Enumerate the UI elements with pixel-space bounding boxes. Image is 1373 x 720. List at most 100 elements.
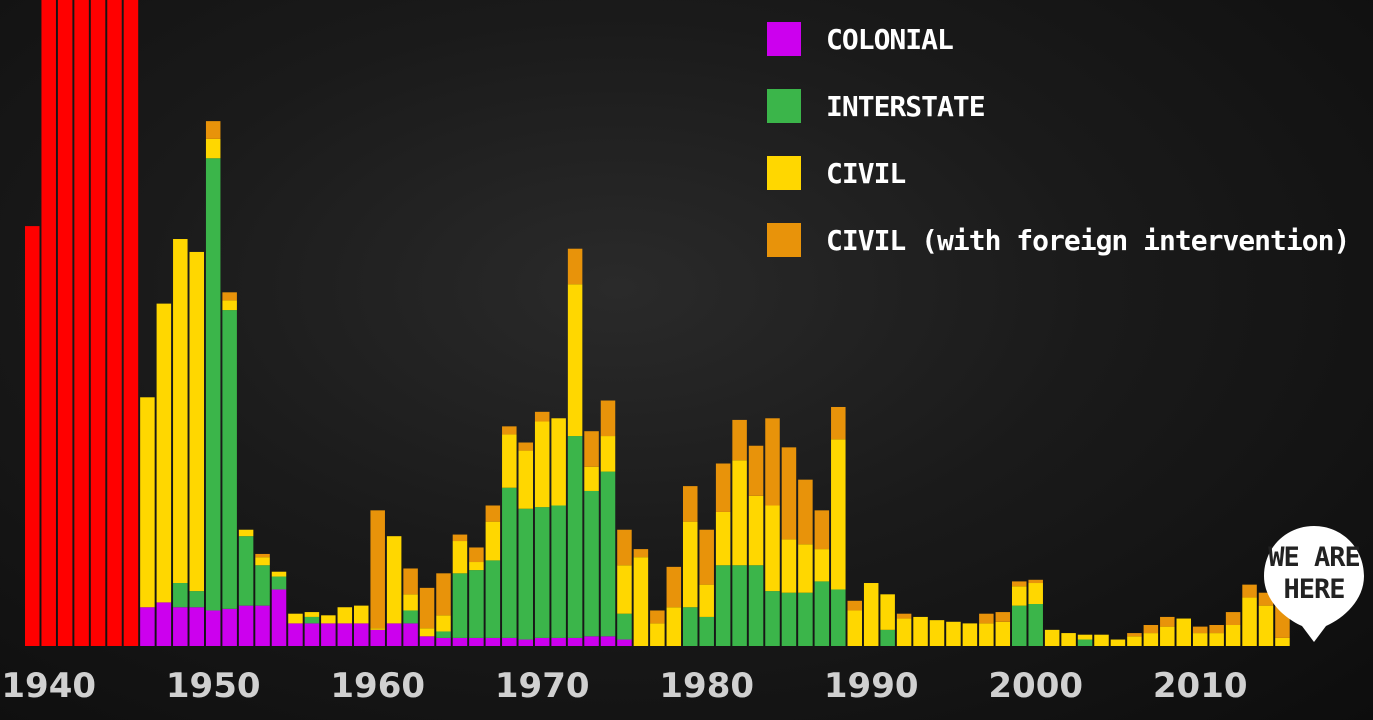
bar-1983-series-1 [748,565,764,646]
bar-1996-series-2 [962,623,978,646]
bar-1940-world-war [41,0,56,646]
bar-1972-series-3 [567,248,583,285]
bar-1984-series-3 [765,418,780,506]
bar-2011-series-3 [1209,625,1224,634]
bar-1979-series-3 [683,486,698,522]
legend-item-civil-foreign: CIVIL (with foreign intervention) [767,223,1350,257]
bar-1967-series-0 [485,637,501,646]
bar-1995-series-2 [946,621,961,646]
bar-1962-series-3 [403,568,418,595]
bar-1985-series-3 [781,447,797,540]
legend-swatch-civil-foreign [767,223,801,257]
bar-1952-series-2 [238,529,254,537]
bar-1971-series-0 [551,637,566,646]
bar-2015-series-2 [1275,637,1290,646]
bar-1959-series-2 [354,605,369,624]
bar-1987-series-1 [814,581,830,646]
bar-1984-series-2 [765,505,780,592]
bar-1973-series-3 [584,431,599,467]
bar-1973-series-0 [584,636,599,646]
bar-1960-series-0 [370,629,385,646]
bar-2009-series-2 [1176,618,1191,646]
bar-1968-series-2 [502,434,517,488]
bar-1977-series-2 [650,623,665,646]
bar-2010-series-3 [1192,626,1208,634]
bar-1962-series-1 [403,610,418,624]
bar-1991-series-1 [880,629,895,646]
bar-1971-series-1 [551,505,566,638]
bar-1972-series-1 [567,436,583,638]
bar-1997-series-3 [979,613,994,624]
bar-2012-series-3 [1225,612,1241,626]
bar-1968-series-0 [502,637,517,646]
bar-1966-series-3 [469,547,484,563]
bar-1956-series-2 [304,612,320,617]
bar-1957-series-2 [321,615,336,624]
bar-2007-series-3 [1143,625,1159,634]
bar-1974-series-0 [600,636,616,646]
bar-1974-series-2 [600,436,616,472]
bar-1951-series-3 [222,292,237,301]
bar-1988-series-3 [831,406,846,440]
bar-1950-series-3 [205,121,221,139]
bar-1982-series-1 [732,565,747,646]
bar-1948-series-0 [173,607,188,646]
bar-1982-series-3 [732,419,747,461]
bar-1972-series-2 [567,284,583,437]
bar-1952-series-0 [238,605,254,646]
bar-1942-world-war [74,0,89,646]
we-are-here-marker: WE ARE HERE [1262,524,1366,644]
bar-1986-series-3 [798,479,813,545]
bar-2004-series-2 [1094,634,1109,646]
bar-1980-series-2 [699,584,714,617]
bar-1946-series-2 [140,397,155,608]
bar-2003-series-2 [1077,634,1093,640]
bar-1976-series-3 [633,549,649,558]
bar-1963-series-0 [419,636,435,646]
bar-1944-world-war [107,0,122,646]
bar-2008-series-3 [1160,616,1175,627]
bar-1982-series-2 [732,460,747,566]
bar-1949-series-0 [189,607,204,646]
legend-item-interstate: INTERSTATE [767,89,1349,123]
bar-1947-series-0 [156,602,172,646]
bar-1973-series-1 [584,490,599,637]
bar-1965-series-3 [452,534,468,542]
bar-1970-series-2 [534,421,550,508]
bar-2011-series-2 [1209,633,1224,646]
bar-2006-series-2 [1127,636,1142,646]
bar-1966-series-1 [469,570,484,638]
map-pin-icon [1264,526,1364,642]
bar-1989-series-2 [847,610,862,646]
bar-1958-series-0 [337,623,353,646]
bar-1962-series-0 [403,623,418,646]
bar-1967-series-1 [485,560,501,638]
bar-1959-series-0 [354,623,369,646]
bar-2013-series-3 [1242,584,1257,598]
bar-1950-series-2 [205,138,221,159]
bar-1999-series-3 [1012,581,1027,587]
x-tick-label: 2010 [1153,666,1248,706]
bar-1961-series-0 [386,623,402,646]
bar-1945-world-war [123,0,139,646]
bar-1953-series-0 [255,605,270,646]
bar-1954-series-2 [271,571,287,577]
bar-1951-series-2 [222,300,237,311]
bar-1956-series-0 [304,623,320,646]
bar-1951-series-1 [222,310,237,609]
bar-1961-series-2 [386,536,402,624]
bar-1962-series-2 [403,594,418,611]
bar-1954-series-0 [271,589,287,646]
bar-1966-series-2 [469,562,484,571]
bar-1963-series-2 [419,628,435,637]
bar-1953-series-3 [255,553,270,558]
legend-swatch-colonial [767,22,801,56]
bar-2003-series-1 [1077,639,1093,646]
bar-1991-series-2 [880,594,895,630]
bar-1965-series-1 [452,573,468,638]
legend-swatch-civil [767,156,801,190]
bar-1964-series-0 [436,637,451,646]
bar-1985-series-2 [781,539,797,593]
bar-1963-series-3 [419,587,435,629]
